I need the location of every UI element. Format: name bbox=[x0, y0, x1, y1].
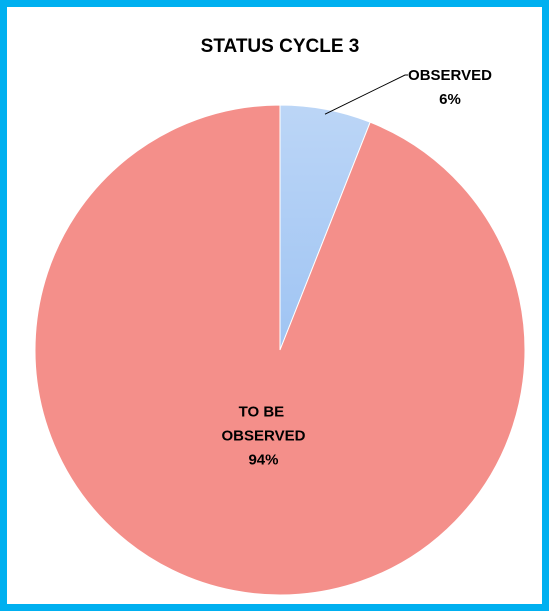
slice-value-label: 6% bbox=[439, 91, 461, 108]
slice-label: TO BE OBSERVED bbox=[222, 404, 306, 445]
leader-line bbox=[324, 74, 408, 115]
chart-title: STATUS CYCLE 3 bbox=[201, 36, 360, 57]
pie-slice bbox=[34, 104, 526, 596]
slice-label: OBSERVED bbox=[408, 67, 492, 84]
slice-value-label: 94% bbox=[248, 452, 278, 469]
